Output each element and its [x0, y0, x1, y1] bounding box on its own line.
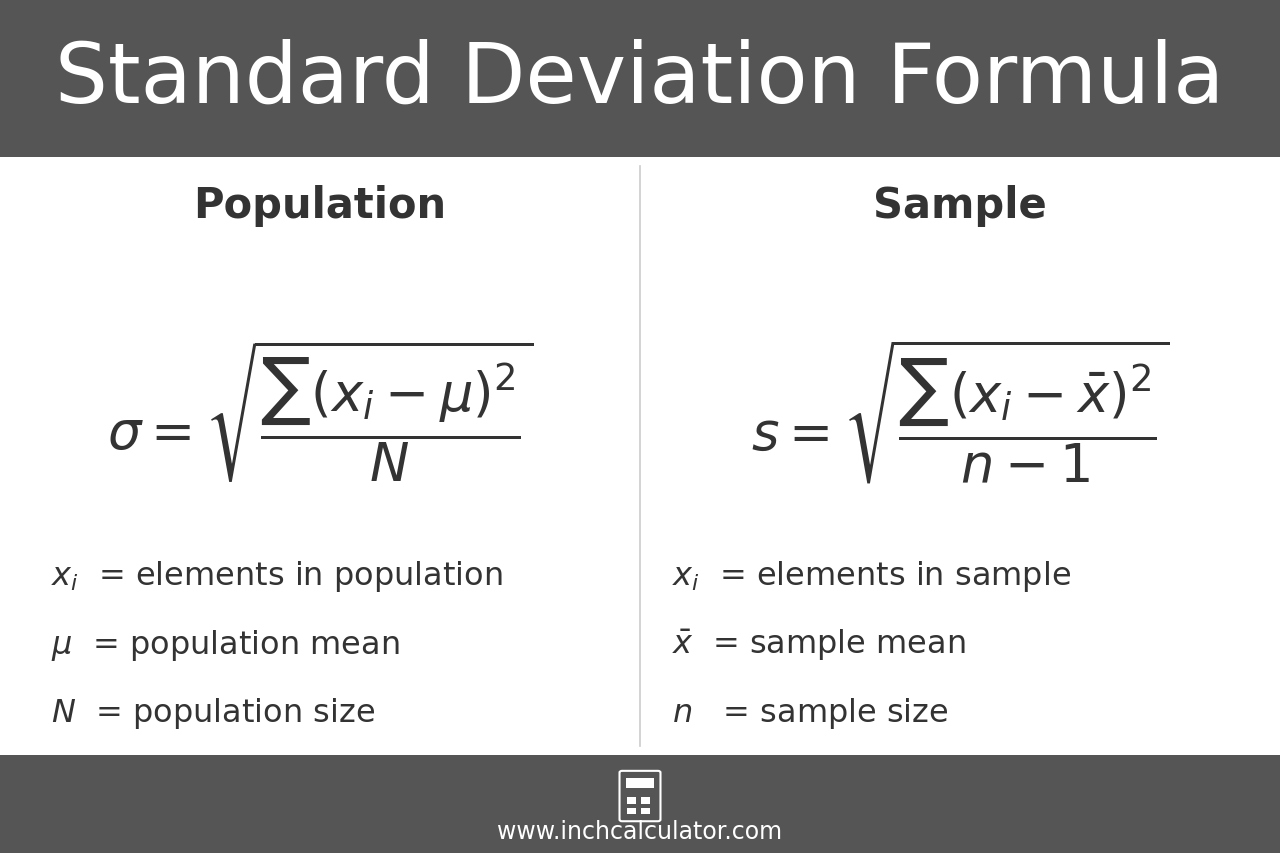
Bar [627, 808, 636, 815]
Text: $x_i$  = elements in population: $x_i$ = elements in population [51, 559, 503, 593]
Text: Standard Deviation Formula: Standard Deviation Formula [55, 38, 1225, 119]
Bar [0, 755, 1280, 853]
Bar [0, 0, 1280, 158]
Text: $x_i$  = elements in sample: $x_i$ = elements in sample [672, 559, 1071, 593]
Bar [627, 798, 636, 804]
Text: $n$   = sample size: $n$ = sample size [672, 696, 948, 730]
Text: $\sigma = \sqrt{\dfrac{\sum (x_i - \mu)^2}{N}}$: $\sigma = \sqrt{\dfrac{\sum (x_i - \mu)^… [106, 339, 534, 485]
Text: $s = \sqrt{\dfrac{\sum (x_i - \bar{x})^2}{n-1}}$: $s = \sqrt{\dfrac{\sum (x_i - \bar{x})^2… [750, 338, 1170, 485]
Text: Sample: Sample [873, 184, 1047, 227]
Bar [0, 158, 1280, 755]
Bar [641, 798, 650, 804]
Bar [626, 778, 654, 788]
Text: Population: Population [193, 184, 447, 227]
Text: www.inchcalculator.com: www.inchcalculator.com [498, 820, 782, 844]
Text: $\bar{x}$  = sample mean: $\bar{x}$ = sample mean [672, 627, 965, 662]
Text: $N$  = population size: $N$ = population size [51, 696, 375, 730]
Bar [641, 808, 650, 815]
Text: $\mu$  = population mean: $\mu$ = population mean [51, 627, 399, 662]
